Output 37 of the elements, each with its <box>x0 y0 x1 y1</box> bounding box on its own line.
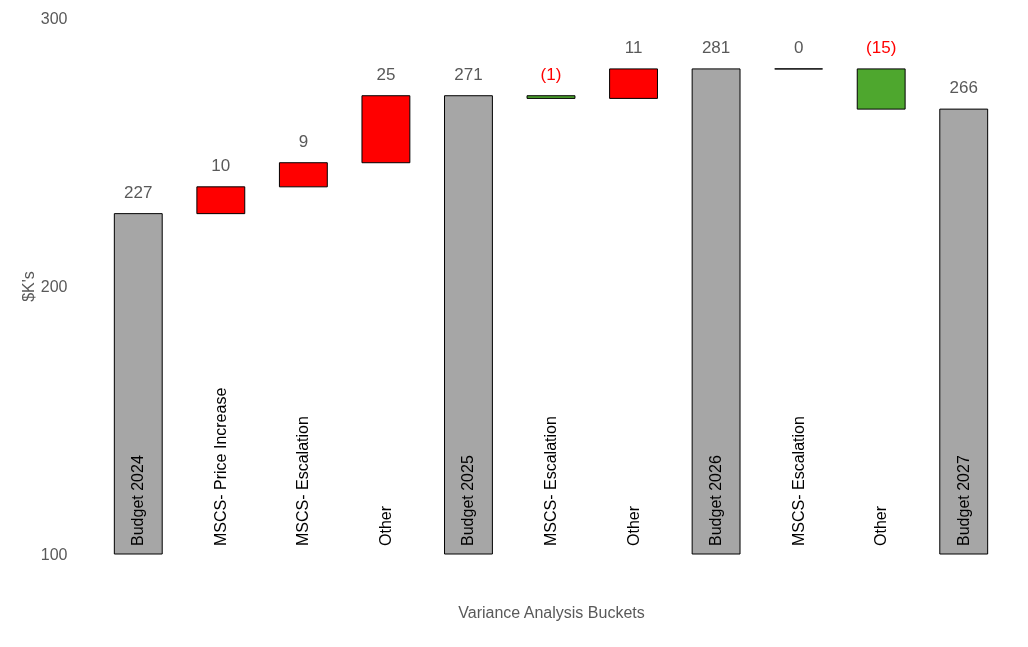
bar <box>278 162 328 188</box>
x-tick-label: MSCS- Escalation <box>294 416 312 546</box>
x-axis-title: Variance Analysis Buckets <box>458 603 645 621</box>
data-label: (1) <box>540 64 562 84</box>
bar <box>939 108 989 555</box>
bar <box>196 186 246 215</box>
data-label: 266 <box>949 78 978 98</box>
x-tick-label: Other <box>376 505 394 546</box>
x-tick-label: MSCS- Escalation <box>542 416 559 546</box>
bar <box>444 95 493 555</box>
data-label: 227 <box>124 182 153 202</box>
bar <box>526 95 576 99</box>
data-label: 9 <box>298 131 309 151</box>
x-tick-label: Budget 2026 <box>707 455 725 546</box>
data-label: (15) <box>866 37 897 57</box>
y-tick-label: 300 <box>40 9 68 27</box>
data-label: 25 <box>376 64 396 84</box>
y-tick-label: 200 <box>40 277 68 295</box>
bar <box>113 213 163 555</box>
bar <box>856 68 906 110</box>
x-tick-label: MSCS- Escalation <box>789 416 807 546</box>
bar <box>609 68 658 99</box>
bar <box>691 68 741 555</box>
data-label: 11 <box>624 37 643 57</box>
x-tick-label: Budget 2025 <box>459 455 477 546</box>
x-tick-label: MSCS- Price Increase <box>211 387 229 546</box>
x-tick-label: Budget 2024 <box>129 455 147 546</box>
data-label: 271 <box>454 64 483 84</box>
x-tick-label: Other <box>872 505 890 546</box>
data-label: 10 <box>211 155 231 175</box>
data-label: 0 <box>793 37 804 57</box>
bar <box>361 95 411 164</box>
y-tick-label: 100 <box>40 545 68 563</box>
x-tick-label: Other <box>624 505 642 546</box>
data-label: 281 <box>701 37 731 57</box>
x-tick-label: Budget 2027 <box>954 455 972 546</box>
y-axis-title: $K's <box>19 271 37 302</box>
